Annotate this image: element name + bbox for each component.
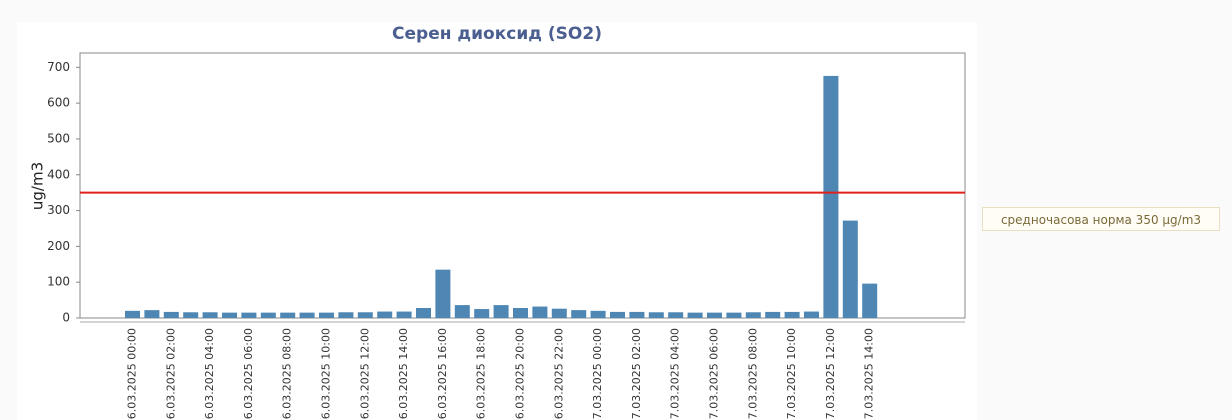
chart-panel	[17, 22, 977, 420]
bar	[862, 283, 878, 318]
bar	[319, 312, 334, 318]
bar	[435, 269, 451, 318]
x-tick-label: 06.03.2025 06:00	[242, 328, 255, 420]
bar	[454, 305, 470, 318]
bar	[590, 310, 606, 318]
bar	[571, 310, 587, 318]
bar	[784, 311, 800, 318]
y-tick-label: 100	[47, 275, 70, 289]
x-tick-label: 06.03.2025 10:00	[320, 328, 333, 420]
bar	[551, 308, 567, 318]
x-tick-label: 06.03.2025 14:00	[397, 328, 410, 420]
bar	[144, 310, 160, 318]
bar	[280, 312, 296, 318]
x-tick-label: 06.03.2025 18:00	[475, 328, 488, 420]
bar	[241, 312, 257, 318]
x-tick-label: 06.03.2025 16:00	[436, 328, 449, 420]
y-tick-label: 200	[47, 239, 70, 253]
bar	[532, 306, 548, 318]
bar	[610, 311, 625, 318]
bar	[474, 309, 490, 318]
y-tick-label: 300	[47, 203, 70, 217]
x-tick-label: 07.03.2025 02:00	[630, 328, 643, 420]
x-tick-label: 07.03.2025 14:00	[863, 328, 876, 420]
bar	[765, 311, 781, 318]
bar	[222, 312, 237, 318]
bar	[804, 311, 819, 318]
bar	[338, 312, 354, 318]
bar	[687, 312, 703, 318]
x-tick-label: 06.03.2025 08:00	[281, 328, 294, 420]
x-tick-label: 06.03.2025 20:00	[514, 328, 527, 420]
x-tick-label: 07.03.2025 00:00	[591, 328, 604, 420]
bar	[163, 311, 179, 318]
y-tick-label: 600	[47, 96, 70, 110]
bar	[396, 311, 412, 318]
bar	[726, 312, 742, 318]
bar	[842, 220, 858, 318]
x-tick-label: 07.03.2025 04:00	[669, 328, 682, 420]
bar	[493, 305, 509, 318]
x-tick-label: 06.03.2025 12:00	[358, 328, 371, 420]
bar	[377, 311, 393, 318]
bar	[745, 312, 761, 318]
bar	[707, 312, 722, 318]
threshold-label: средночасова норма 350 µg/m3	[982, 207, 1220, 231]
bar	[260, 312, 276, 318]
x-tick-label: 06.03.2025 02:00	[164, 328, 177, 420]
x-tick-label: 07.03.2025 08:00	[746, 328, 759, 420]
bar	[299, 312, 315, 318]
bar	[823, 75, 839, 319]
bar	[513, 307, 528, 318]
bar	[416, 307, 431, 318]
x-tick-label: 07.03.2025 12:00	[824, 328, 837, 420]
y-tick-label: 0	[62, 311, 70, 325]
x-tick-label: 06.03.2025 22:00	[552, 328, 565, 420]
y-tick-label: 700	[47, 60, 70, 74]
bar	[202, 312, 218, 318]
x-tick-label: 06.03.2025 04:00	[203, 328, 216, 420]
x-tick-label: 06.03.2025 00:00	[126, 328, 139, 420]
x-tick-label: 07.03.2025 06:00	[708, 328, 721, 420]
bar	[648, 312, 664, 318]
chart-title: Серен диоксид (SO2)	[392, 24, 602, 44]
x-tick-label: 07.03.2025 10:00	[785, 328, 798, 420]
bar	[183, 312, 199, 318]
y-tick-label: 500	[47, 131, 70, 145]
y-axis-label: ug/m3	[29, 162, 47, 210]
bar	[668, 312, 684, 318]
bar	[357, 312, 373, 318]
y-tick-label: 400	[47, 167, 70, 181]
bar	[629, 311, 645, 318]
bar	[125, 310, 140, 318]
